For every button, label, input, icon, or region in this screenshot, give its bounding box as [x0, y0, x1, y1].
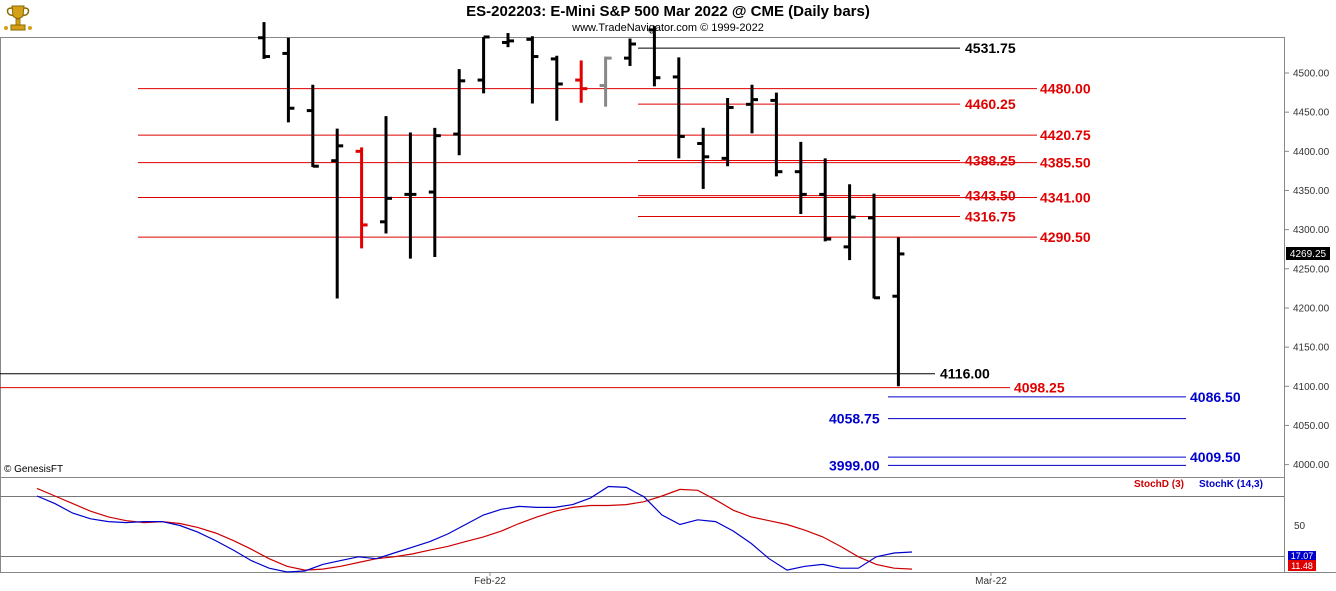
stochd-last-value: 11.48: [1291, 561, 1313, 571]
ohlc-bar: [502, 33, 514, 48]
stochastic-lines: [36, 485, 913, 573]
ohlc-bar: [404, 132, 417, 259]
level-label: 4098.25: [1014, 380, 1065, 396]
ohlc-bars: [258, 22, 905, 387]
level-label: 4460.25: [965, 96, 1016, 112]
ohlc-bar: [258, 22, 270, 59]
level-label: 4531.75: [965, 40, 1016, 56]
ohlc-bar: [819, 158, 832, 242]
ohlc-bar: [282, 37, 295, 123]
level-label: 4290.50: [1040, 229, 1091, 245]
last-price-label: 4269.25: [1290, 249, 1327, 260]
stochd-line: [36, 487, 913, 571]
chart-subtitle: www.TradeNavigator.com © 1999-2022: [572, 22, 764, 34]
level-label: 4086.50: [1190, 389, 1241, 405]
stochk-last-value: 17.07: [1291, 551, 1314, 561]
level-label: 4116.00: [940, 366, 990, 382]
level-label: 4343.50: [965, 188, 1016, 204]
stochk-legend: StochK (14,3): [1199, 479, 1263, 490]
x-tick-feb: Feb-22: [474, 576, 506, 587]
ohlc-bar: [892, 237, 905, 387]
level-label: 4388.25: [965, 153, 1016, 169]
ohlc-bar: [672, 57, 685, 159]
y-tick-label: 4100.00: [1293, 382, 1330, 393]
price-panel-frame: [0, 37, 1285, 478]
ohlc-bar: [526, 36, 539, 104]
ohlc-bar: [697, 127, 710, 189]
level-label: 4316.75: [965, 209, 1016, 225]
stochk-line: [36, 485, 913, 573]
ohlc-bar: [794, 141, 807, 214]
x-tick-mar: Mar-22: [975, 576, 1007, 587]
ohlc-bar: [428, 127, 441, 258]
y-tick-label: 4250.00: [1293, 264, 1330, 275]
ohlc-bar: [453, 69, 466, 156]
y-tick-label: 4450.00: [1293, 108, 1330, 119]
chart-title: ES-202203: E-Mini S&P 500 Mar 2022 @ CME…: [466, 3, 870, 20]
ohlc-bar: [331, 128, 344, 299]
level-label: 4341.00: [1040, 190, 1091, 206]
level-label: 4420.75: [1040, 127, 1091, 143]
level-label: 4480.00: [1040, 81, 1091, 97]
price-levels: 4531.75 4480.00 4460.25 4420.75 4388.25 4385.…: [0, 40, 1241, 473]
ohlc-bar: [624, 38, 636, 66]
ohlc-bar: [306, 84, 319, 168]
trophy-logo-icon: [3, 2, 33, 34]
chart-header: ES-202203: E-Mini S&P 500 Mar 2022 @ CME…: [0, 0, 1336, 37]
y-tick-label: 4400.00: [1293, 147, 1330, 158]
ohlc-bar: [380, 116, 392, 234]
y-tick-label: 4350.00: [1293, 186, 1330, 197]
indicator-panel-frame: [0, 477, 1285, 573]
y-tick-label: 4200.00: [1293, 303, 1330, 314]
level-label: 4385.50: [1040, 155, 1091, 171]
level-label: 4058.75: [829, 411, 880, 427]
copyright-label: © GenesisFT: [4, 464, 63, 475]
ohlc-bar: [843, 184, 856, 261]
ohlc-bar: [355, 147, 368, 249]
y-tick-label: 4000.00: [1293, 460, 1330, 471]
y-tick-label: 4300.00: [1293, 225, 1330, 236]
last-price-tag: [1286, 247, 1330, 260]
y-axis: 4500.00 4450.00 4400.00 4350.00 4300.00 4250.…: [1284, 69, 1330, 471]
stochd-value-tag: [1288, 560, 1316, 571]
y-tick-label: 4150.00: [1293, 343, 1330, 354]
ohlc-bar: [477, 35, 490, 94]
stochk-value-tag: [1288, 551, 1316, 560]
ohlc-bar: [550, 55, 563, 121]
ohlc-bar: [575, 60, 588, 103]
ohlc-bar: [721, 98, 734, 167]
ohlc-bar: [868, 193, 880, 300]
level-label: 3999.00: [829, 457, 880, 473]
y-tick-label: 4500.00: [1293, 69, 1330, 80]
level-label: 4009.50: [1190, 449, 1241, 465]
y-tick-label: 4050.00: [1293, 421, 1330, 432]
ohlc-bar: [599, 56, 612, 107]
stochd-legend: StochD (3): [1134, 479, 1184, 490]
stoch-y-tick-50: 50: [1294, 521, 1306, 532]
ohlc-bar: [746, 84, 758, 134]
ohlc-bar: [770, 92, 783, 177]
ohlc-bar: [648, 26, 661, 87]
